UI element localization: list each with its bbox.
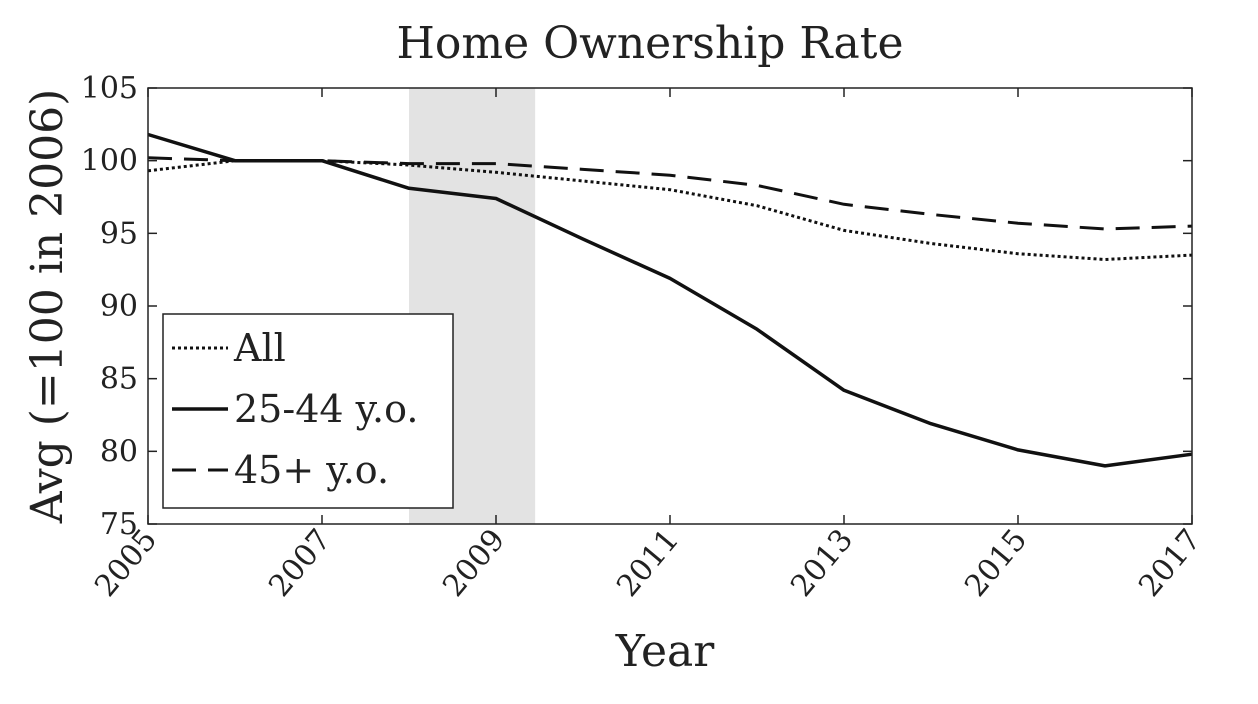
y-tick-label: 75 <box>100 507 138 542</box>
y-tick-label: 100 <box>81 144 138 179</box>
legend-label-2: 45+ y.o. <box>234 448 389 492</box>
y-tick-label: 90 <box>100 289 138 324</box>
x-tick-label: 2009 <box>436 523 512 604</box>
legend-label-1: 25-44 y.o. <box>234 387 418 431</box>
x-tick-label: 2015 <box>958 523 1034 604</box>
x-axis-label: Year <box>615 626 715 677</box>
legend-box <box>162 313 454 509</box>
y-tick-label: 95 <box>100 216 138 251</box>
y-axis-label: Avg (=100 in 2006) <box>22 89 73 525</box>
x-tick-label: 2011 <box>610 523 686 604</box>
y-tick-label: 105 <box>81 71 138 106</box>
series-line-1 <box>147 132 1193 468</box>
series-line-2 <box>147 156 1193 231</box>
y-tick-label: 80 <box>100 434 138 469</box>
legend: All 25-44 y.o. 45+ y.o. <box>162 313 454 509</box>
x-tick-label: 2013 <box>784 523 860 604</box>
legend-label-0: All <box>233 326 286 370</box>
x-tick-label: 2007 <box>262 523 338 604</box>
y-tick-label: 85 <box>100 362 138 397</box>
chart-title: Home Ownership Rate <box>397 18 904 69</box>
x-tick-label: 2017 <box>1132 523 1208 604</box>
